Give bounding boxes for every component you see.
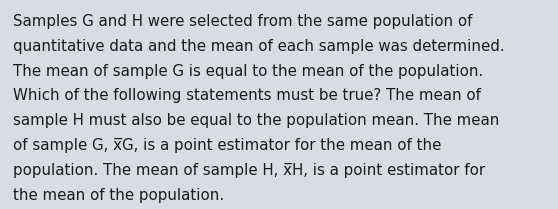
Text: population. The mean of sample H, x̅H, is a point estimator for: population. The mean of sample H, x̅H, i… [13, 163, 485, 178]
Text: Samples G and H were selected from the same population of: Samples G and H were selected from the s… [13, 14, 473, 29]
Text: sample H must also be equal to the population mean. The mean: sample H must also be equal to the popul… [13, 113, 499, 128]
Text: the mean of the population.: the mean of the population. [13, 188, 224, 203]
Text: Which of the following statements must be true? The mean of: Which of the following statements must b… [13, 88, 481, 103]
Text: quantitative data and the mean of each sample was determined.: quantitative data and the mean of each s… [13, 39, 504, 54]
Text: The mean of sample G is equal to the mean of the population.: The mean of sample G is equal to the mea… [13, 64, 483, 79]
Text: of sample G, x̅G, is a point estimator for the mean of the: of sample G, x̅G, is a point estimator f… [13, 138, 441, 153]
